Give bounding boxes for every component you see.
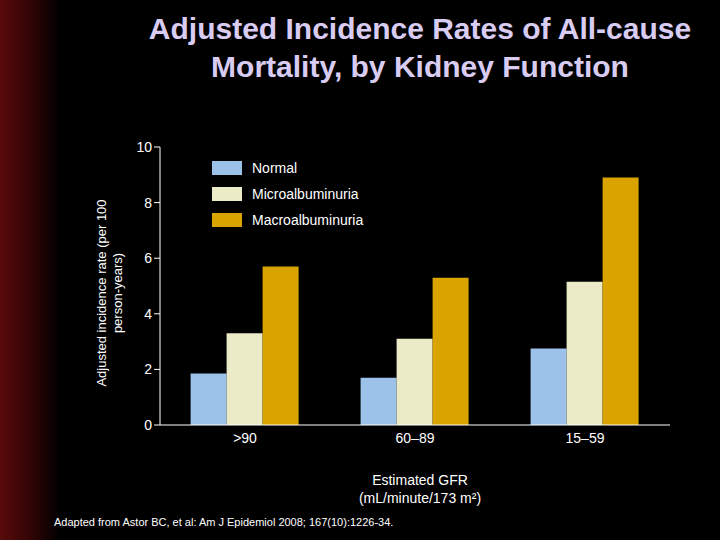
svg-text:60–89: 60–89: [396, 430, 435, 446]
svg-text:15–59: 15–59: [566, 430, 605, 446]
svg-text:2: 2: [144, 361, 152, 377]
svg-text:6: 6: [144, 250, 152, 266]
html-text:Estimated GFR (mL/minute/173 m: Estimated GFR (mL/minute/173 m²): [358, 472, 482, 506]
html-text:Normal: Normal: [252, 160, 298, 176]
svg-text:0: 0: [144, 417, 152, 433]
html-text:Microalbuminuria: Microalbuminuria: [252, 186, 359, 202]
html-text:Adjusted incidence rate (per 1: Adjusted incidence rate (per 100 person-…: [94, 199, 125, 387]
html-text:Adjusted Incidence Rates of Al: Adjusted Incidence Rates of All-cause Mo…: [148, 12, 692, 83]
svg-text:10: 10: [136, 139, 152, 155]
svg-text:>90: >90: [233, 430, 257, 446]
html-text:Macroalbuminuria: Macroalbuminuria: [252, 212, 364, 228]
svg-text:4: 4: [144, 306, 152, 322]
html-text:Adapted from Astor BC, et al:: Adapted from Astor BC, et al: Am J Epide…: [54, 516, 394, 528]
svg-text:8: 8: [144, 195, 152, 211]
